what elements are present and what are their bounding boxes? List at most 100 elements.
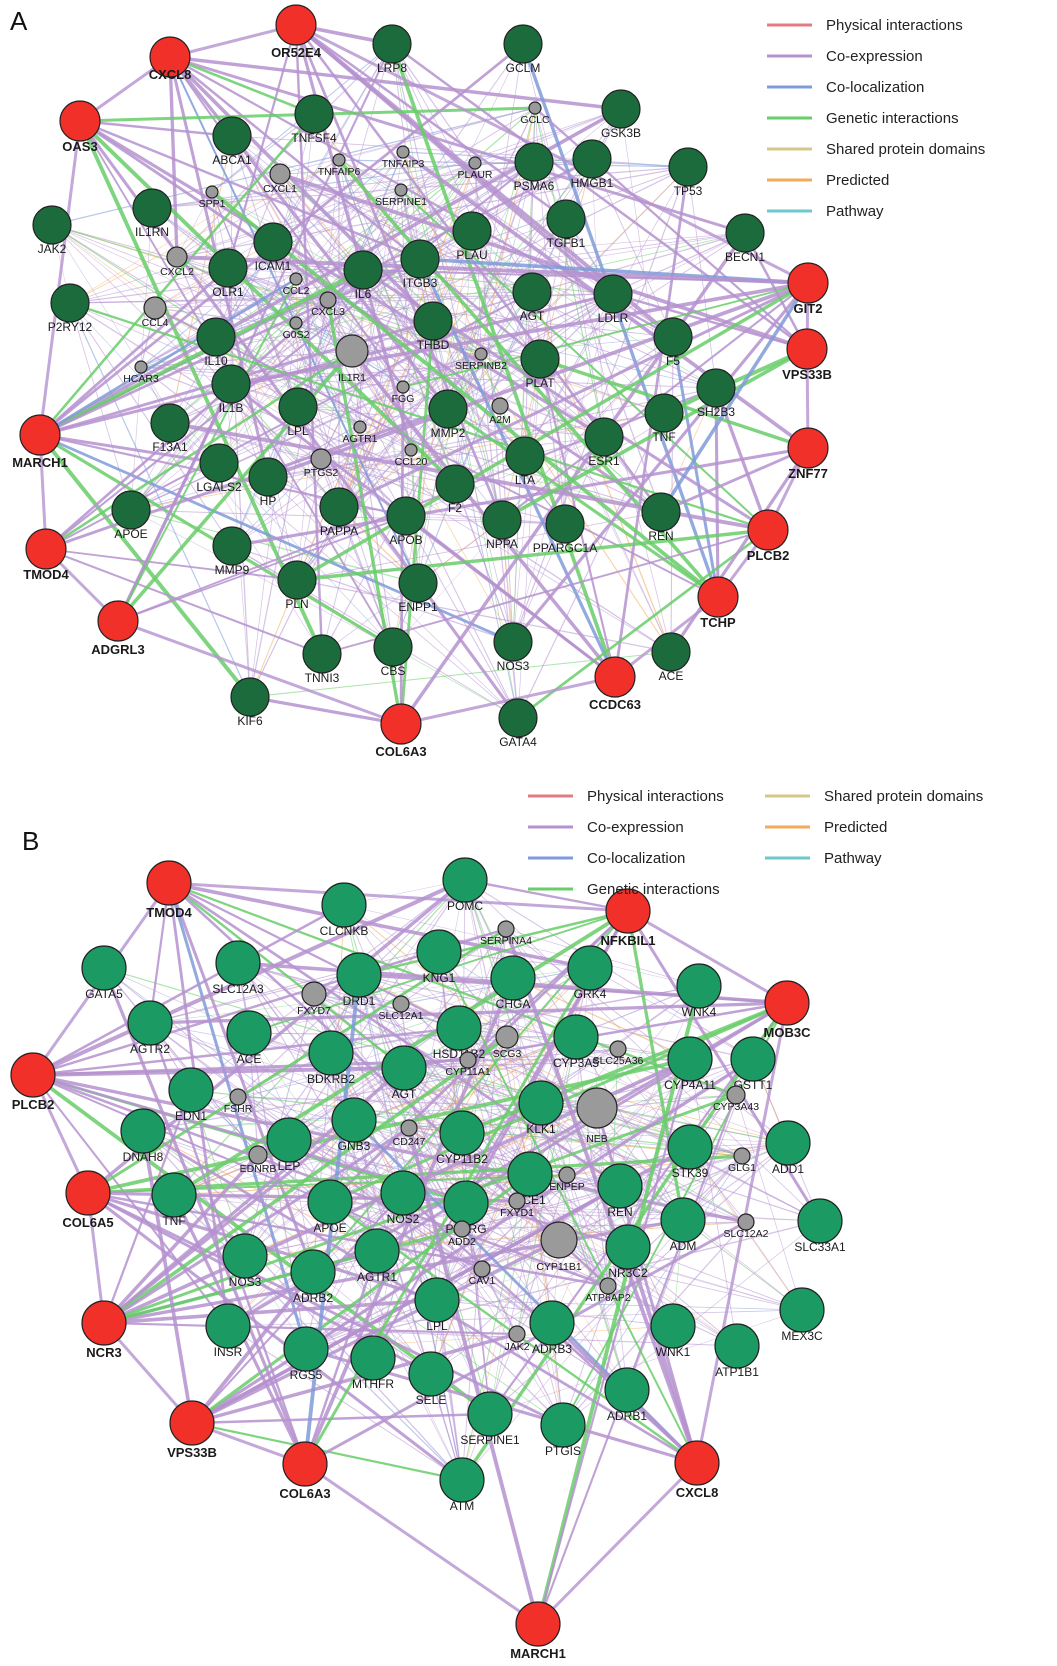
node-tchp[interactable]: TCHP [697,576,739,630]
node-itgb3[interactable]: ITGB3 [400,239,440,290]
node-wnk1[interactable]: WNK1 [650,1303,696,1359]
node-ren[interactable]: REN [597,1163,643,1219]
node-slc12a2[interactable]: SLC12A2 [724,1213,769,1240]
node-nr3c2[interactable]: NR3C2 [605,1224,651,1280]
node-tnfsf4[interactable]: TNFSF4 [291,94,337,145]
node-drd1[interactable]: DRD1 [336,952,382,1008]
node-cxcl1[interactable]: CXCL1 [263,163,297,195]
node-cyp3a5[interactable]: CYP3A5 [553,1014,599,1070]
node-adrb3[interactable]: ADRB3 [529,1300,575,1356]
node-add1[interactable]: ADD1 [765,1120,811,1176]
node-il1r1[interactable]: IL1R1 [335,334,369,384]
node-tmod4[interactable]: TMOD4 [23,528,70,582]
node-p2ry12[interactable]: P2RY12 [48,283,93,334]
node-il1b[interactable]: IL1B [211,364,251,415]
node-mmp9[interactable]: MMP9 [212,526,252,577]
node-apoe[interactable]: APOE [307,1179,353,1235]
node-ace[interactable]: ACE [226,1010,272,1066]
node-tp53[interactable]: TP53 [668,147,708,198]
node-gclc[interactable]: GCLC [520,101,550,126]
node-klk1[interactable]: KLK1 [518,1080,564,1136]
node-g0s2[interactable]: G0S2 [283,316,310,341]
node-march1[interactable]: MARCH1 [510,1601,566,1661]
node-oas3[interactable]: OAS3 [59,100,101,154]
node-atp6ap2[interactable]: ATP6AP2 [585,1277,631,1304]
node-ren[interactable]: REN [641,492,681,543]
node-pln[interactable]: PLN [277,560,317,611]
node-serpina4[interactable]: SERPINA4 [480,920,532,947]
node-neb[interactable]: NEB [576,1087,618,1145]
node-becn1[interactable]: BECN1 [725,213,765,264]
node-wnk4[interactable]: WNK4 [676,963,722,1019]
node-adrb2[interactable]: ADRB2 [290,1249,336,1305]
node-cxcl8[interactable]: CXCL8 [149,36,192,82]
node-cyp11b2[interactable]: CYP11B2 [436,1110,488,1166]
node-gata5[interactable]: GATA5 [81,945,127,1001]
node-ptgs2[interactable]: PTGS2 [304,448,339,479]
node-cbs[interactable]: CBS [373,627,413,678]
node-lpl[interactable]: LPL [414,1277,460,1333]
node-col6a3[interactable]: COL6A3 [279,1441,331,1501]
node-tnfaip3[interactable]: TNFAIP3 [382,145,425,170]
node-cd247[interactable]: CD247 [393,1119,426,1148]
node-hp[interactable]: HP [248,457,288,508]
node-esr1[interactable]: ESR1 [584,417,624,468]
node-agt[interactable]: AGT [381,1045,427,1101]
node-fgg[interactable]: FGG [392,380,415,405]
node-kng1[interactable]: KNG1 [416,929,462,985]
node-f13a1[interactable]: F13A1 [150,403,190,454]
node-ccdc63[interactable]: CCDC63 [589,656,641,712]
node-cyp3a43[interactable]: CYP3A43 [713,1085,759,1113]
node-plat[interactable]: PLAT [520,339,560,390]
node-gsk3b[interactable]: GSK3B [601,89,641,140]
node-apoe[interactable]: APOE [111,490,151,541]
node-lrp8[interactable]: LRP8 [372,24,412,75]
node-dnah8[interactable]: DNAH8 [120,1108,166,1164]
node-jak2[interactable]: JAK2 [32,205,72,256]
node-pomc[interactable]: POMC [442,857,488,913]
node-insr[interactable]: INSR [205,1303,251,1359]
node-rgs5[interactable]: RGS5 [283,1326,329,1382]
node-cxcl2[interactable]: CXCL2 [160,246,194,278]
node-cxcl3[interactable]: CXCL3 [311,291,345,318]
node-gata4[interactable]: GATA4 [498,698,538,749]
node-sh2b3[interactable]: SH2B3 [696,368,736,419]
node-nfkbil1[interactable]: NFKBIL1 [601,888,656,948]
node-hcar3[interactable]: HCAR3 [123,360,159,385]
node-olr1[interactable]: OLR1 [208,248,248,299]
node-edn1[interactable]: EDN1 [168,1067,214,1123]
node-glg1[interactable]: GLG1 [728,1147,756,1174]
node-pappa[interactable]: PAPPA [319,487,359,538]
node-znf77[interactable]: ZNF77 [787,427,829,481]
node-slc12a1[interactable]: SLC12A1 [379,995,424,1022]
node-march1[interactable]: MARCH1 [12,414,68,470]
node-plau[interactable]: PLAU [452,211,492,262]
node-cyp4a11[interactable]: CYP4A11 [664,1036,716,1092]
node-psma6[interactable]: PSMA6 [514,142,555,193]
node-fxyd7[interactable]: FXYD7 [297,981,331,1017]
node-gclm[interactable]: GCLM [503,24,543,75]
node-atm[interactable]: ATM [439,1457,485,1513]
node-lgals2[interactable]: LGALS2 [196,443,242,494]
node-col6a3[interactable]: COL6A3 [375,703,427,759]
node-apob[interactable]: APOB [386,496,426,547]
node-plaur[interactable]: PLAUR [457,156,493,181]
node-atp1b1[interactable]: ATP1B1 [714,1323,760,1379]
node-abca1[interactable]: ABCA1 [212,116,252,167]
node-grk4[interactable]: GRK4 [567,945,613,1001]
node-ace[interactable]: ACE [651,632,691,683]
node-thbd[interactable]: THBD [413,301,453,352]
node-ccl4[interactable]: CCL4 [142,296,169,329]
node-il6[interactable]: IL6 [343,250,383,301]
node-scg3[interactable]: SCG3 [493,1025,522,1060]
node-fshr[interactable]: FSHR [224,1088,253,1115]
node-mmp2[interactable]: MMP2 [428,389,468,440]
node-plcb2[interactable]: PLCB2 [747,509,790,563]
node-agt[interactable]: AGT [512,272,552,323]
node-slc25a36[interactable]: SLC25A36 [593,1040,644,1067]
node-agtr2[interactable]: AGTR2 [127,1000,173,1056]
node-ccl2[interactable]: CCL2 [283,272,310,297]
node-tmod4[interactable]: TMOD4 [146,860,193,920]
node-slc12a3[interactable]: SLC12A3 [212,940,264,996]
node-lep[interactable]: LEP [266,1117,312,1173]
